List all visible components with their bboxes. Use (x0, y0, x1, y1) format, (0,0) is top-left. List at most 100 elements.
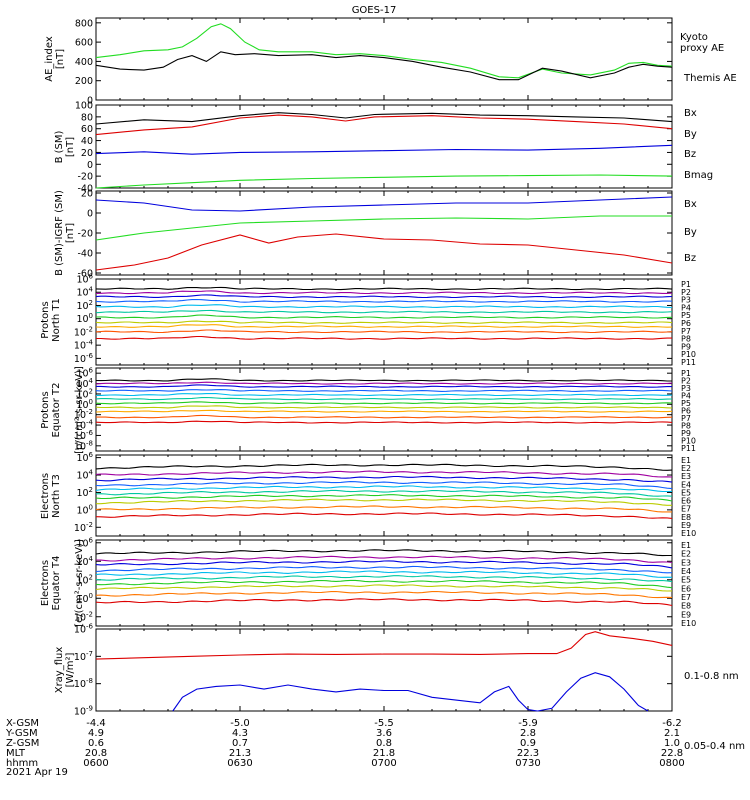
tick-exponent: -8 (86, 439, 93, 447)
footer-value: 21.3 (229, 748, 251, 759)
series-line-bx (95, 196, 673, 212)
tick-exponent: -7 (86, 650, 93, 658)
tick-base: 10 (74, 625, 86, 636)
tick-base: 10 (74, 679, 86, 690)
tick-base: 10 (74, 431, 86, 442)
y-tick-label: 10-2 (74, 325, 93, 338)
footer-row-label: Z-GSM (6, 738, 39, 749)
y-tick-label: 100 (76, 592, 93, 605)
y-tick-label: 106 (76, 451, 93, 464)
tick-base: 10 (74, 441, 86, 452)
y-tick-label: 10-8 (74, 439, 93, 452)
legend-p9: P9 (681, 429, 691, 438)
channel-line-e3 (95, 475, 673, 483)
y-tick-label: 104 (76, 555, 93, 568)
channel-line-p10 (95, 329, 673, 334)
tick-exponent: 0 (89, 592, 93, 600)
y-tick-label: 100 (76, 503, 93, 516)
y-axis-label-line: [nT] (65, 137, 76, 157)
tick-base: 10 (76, 538, 88, 549)
channel-line-p8 (95, 320, 673, 324)
tick-exponent: -2 (86, 325, 93, 333)
legend-e10: E10 (681, 529, 696, 538)
y-tick-label: 10-6 (74, 352, 94, 365)
footer-value: -5.0 (230, 718, 250, 729)
tick-exponent: -6 (86, 623, 94, 631)
y-tick-label: 20 (81, 148, 93, 159)
y-axis-label: ElectronsEquator T4 (40, 556, 62, 611)
tick-base: 10 (76, 575, 88, 586)
legend-p1: P1 (681, 280, 691, 289)
y-tick-label: 10-6 (74, 429, 94, 442)
series-line-kyoto-proxy-ae (95, 23, 673, 79)
tick-exponent: -6 (86, 429, 94, 437)
legend-p11: P11 (681, 358, 696, 367)
footer-value: 21.8 (373, 748, 395, 759)
tick-exponent: 4 (89, 469, 94, 477)
tick-exponent: -6 (86, 352, 94, 360)
y-axis-label-line: Protons (40, 391, 51, 428)
channel-line-e1 (95, 463, 673, 471)
legend-p2: P2 (681, 288, 691, 297)
y-tick-label: 106 (76, 536, 93, 549)
legend-p6: P6 (681, 407, 691, 416)
y-tick-label: 10-2 (74, 521, 93, 534)
tick-exponent: 0 (89, 398, 93, 406)
y-axis-label-line: North T1 (51, 298, 62, 342)
tick-exponent: -8 (86, 677, 93, 685)
y-tick-label: 200 (75, 76, 93, 87)
channel-line-p3 (95, 294, 673, 299)
channel-line-p2 (95, 290, 673, 295)
legend-xray-short: 0.05-0.4 nm (684, 741, 745, 752)
channel-line-p5 (95, 304, 673, 309)
legend-kyoto-line1: Kyoto (680, 32, 708, 43)
channel-line-p2 (95, 381, 673, 385)
legend-e9: E9 (681, 521, 691, 530)
tick-exponent: -4 (86, 419, 94, 427)
y-tick-label: 80 (81, 112, 93, 123)
channel-line-e10 (95, 598, 673, 607)
y-tick-label: 102 (76, 486, 93, 499)
tick-exponent: 2 (89, 486, 93, 494)
xray-line-0 (95, 631, 673, 660)
channel-line-p3 (96, 384, 672, 388)
tick-exponent: 0 (89, 503, 93, 511)
y-tick-label: 400 (75, 57, 93, 68)
tick-base: 10 (76, 488, 88, 499)
y-tick-label: -60 (77, 269, 93, 280)
legend-e4: E4 (681, 567, 691, 576)
footer-value: 4.9 (88, 728, 104, 739)
channel-line-e7 (95, 579, 673, 589)
channel-line-e3 (95, 560, 673, 569)
channel-line-e2 (95, 555, 673, 564)
legend-e3: E3 (681, 472, 691, 481)
y-tick-label: 0 (87, 160, 93, 171)
legend-themis: Themis AE (683, 73, 737, 84)
series-line-bmag (95, 112, 673, 125)
channel-line-p7 (95, 401, 673, 405)
y-axis-label-line: Protons (40, 301, 51, 338)
channel-line-e6 (95, 575, 673, 583)
y-axis-label-line: [W/m²] (65, 652, 76, 687)
y-axis-label-line: Electrons (40, 473, 51, 519)
tick-exponent: -2 (86, 610, 93, 618)
tick-base: 10 (74, 327, 86, 338)
y-axis-label-line: [nT] (65, 223, 76, 243)
channel-line-e8 (96, 498, 672, 506)
tick-base: 10 (76, 301, 88, 312)
legend-dbig-bx: Bx (684, 199, 697, 210)
legend-p9: P9 (681, 342, 691, 351)
legend-kyoto-line2: proxy AE (680, 43, 724, 54)
legend-p4: P4 (681, 392, 691, 401)
y-tick-label: 600 (75, 38, 93, 49)
y-tick-label: 104 (76, 286, 93, 299)
footer-value: 0.7 (232, 738, 248, 749)
tick-exponent: -2 (86, 408, 93, 416)
legend-e3: E3 (681, 558, 691, 567)
channel-line-e2 (95, 470, 673, 478)
y-axis-label-line: AE_index (44, 36, 55, 82)
y-axis-label: Xray_flux[W/m²] (54, 647, 76, 694)
y-tick-label: 20 (81, 189, 93, 200)
legend-dbig-bz: Bz (684, 253, 696, 264)
channel-line-e4 (95, 565, 673, 574)
